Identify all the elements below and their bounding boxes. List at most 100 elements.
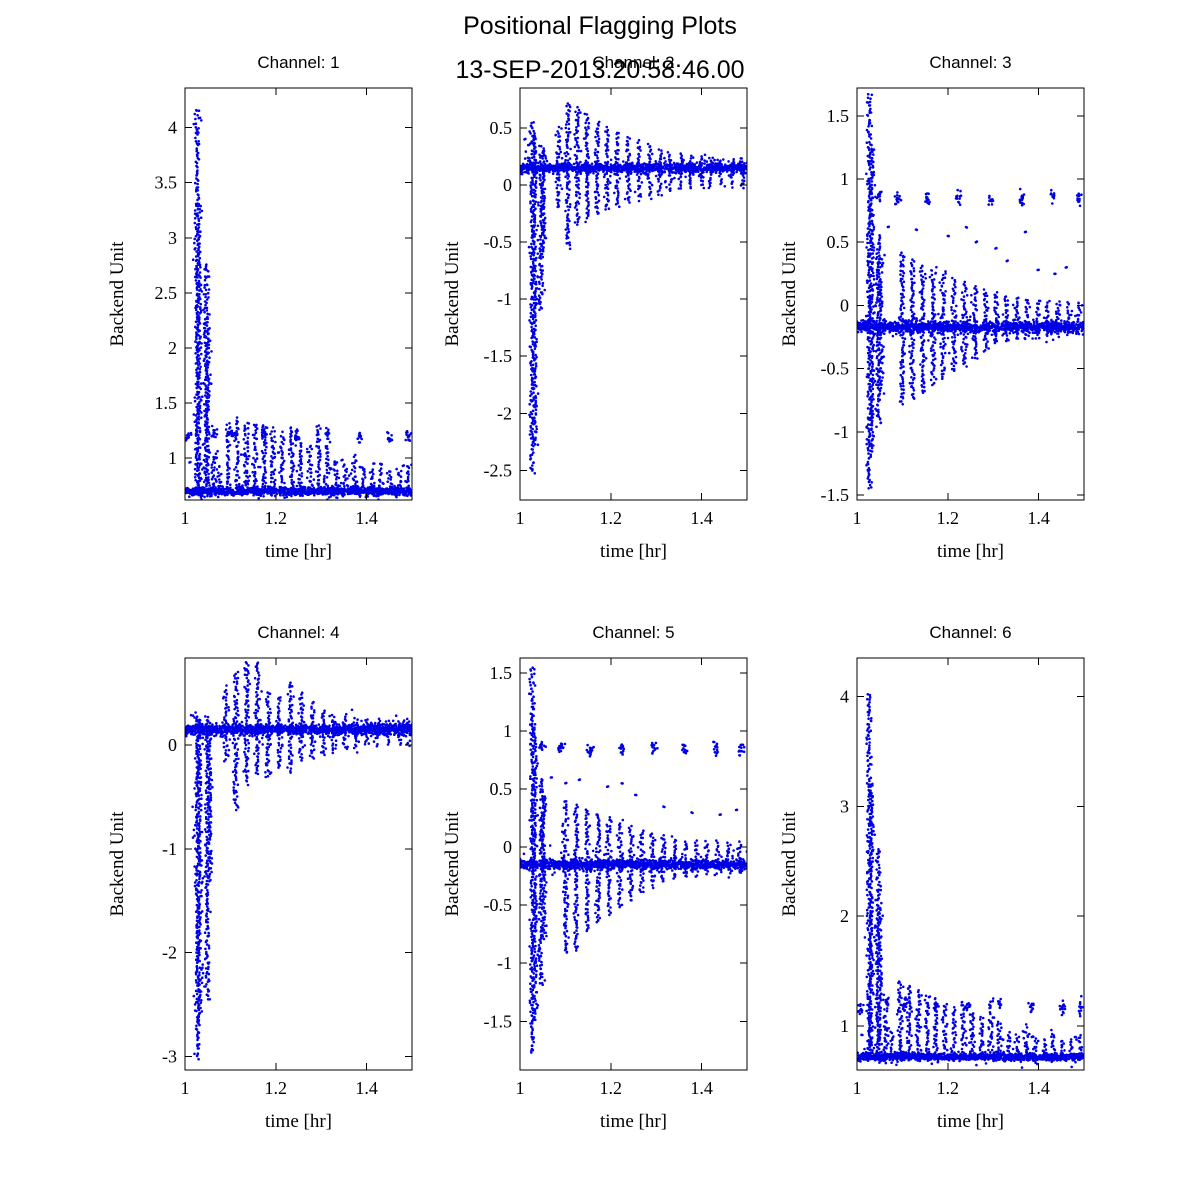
figure-subtitle: 13-SEP-2013.20:58:46.00 <box>455 56 745 84</box>
axis-ticks <box>184 88 412 500</box>
x-tick-label: 1.2 <box>265 508 288 528</box>
channel-title: Channel: 4 <box>257 623 339 642</box>
x-tick-label: 1.2 <box>600 508 623 528</box>
y-tick-label: 1.5 <box>490 663 513 683</box>
x-tick-label: 1.2 <box>600 1078 623 1098</box>
channel-plot-4: 1 1.2 1.4 0 -1 -2 -3 time [hr] Backend Unit Chann… <box>107 623 413 1132</box>
scatter-points <box>520 666 747 1054</box>
x-tick-label: 1.4 <box>355 1078 378 1098</box>
y-tick-label: 3.5 <box>155 173 178 193</box>
y-axis-label: Backend Unit <box>779 811 800 917</box>
x-axis-label: time [hr] <box>600 541 667 562</box>
y-tick-label: 2 <box>168 338 177 358</box>
y-tick-label: 0 <box>168 735 177 755</box>
y-tick-label: -1 <box>834 422 849 442</box>
y-axis-label: Backend Unit <box>107 811 128 917</box>
axis-box <box>184 657 413 1071</box>
axis-box <box>856 87 1085 501</box>
x-tick-label: 1.2 <box>265 1078 288 1098</box>
y-tick-label: -0.5 <box>484 895 513 915</box>
subplot-channel-3: 1 1.2 1.4 1.5 1 0.5 0 -0.5 -1 -1.5 time [hr] Backen… <box>772 43 1102 590</box>
y-tick-label: -3 <box>162 1047 177 1067</box>
axis-box <box>519 657 748 1071</box>
x-tick-label: 1 <box>516 508 525 528</box>
y-tick-label: 0.5 <box>490 779 513 799</box>
axis-box <box>856 657 1085 1071</box>
axis-ticks <box>184 658 412 1070</box>
x-tick-label: 1.4 <box>690 508 713 528</box>
y-tick-label: 0 <box>840 295 849 315</box>
x-tick-label: 1 <box>181 1078 190 1098</box>
x-tick-label: 1 <box>853 1078 862 1098</box>
y-tick-label: -1.5 <box>484 346 513 366</box>
x-axis-label: time [hr] <box>937 541 1004 562</box>
x-axis-label: time [hr] <box>600 1111 667 1132</box>
channel-plot-1: 1 1.2 1.4 4 3.5 3 2.5 2 1.5 1 time [hr] Backend Uni… <box>107 53 413 562</box>
channel-title: Channel: 2 <box>592 53 674 72</box>
x-tick-label: 1.2 <box>937 1078 960 1098</box>
y-tick-label: -0.5 <box>484 232 513 252</box>
y-tick-label: 1 <box>840 169 849 189</box>
y-tick-label: -1.5 <box>821 485 850 505</box>
y-tick-label: -2 <box>162 943 177 963</box>
subplot-channel-6: 1 1.2 1.4 4 3 2 1 time [hr] Backend Unit Channel:… <box>772 613 1102 1160</box>
scatter-points <box>185 108 412 500</box>
y-tick-label: 1.5 <box>827 106 850 126</box>
axis-ticks <box>519 658 747 1070</box>
axis-ticks <box>856 88 1084 500</box>
y-tick-label: 1 <box>503 721 512 741</box>
y-tick-label: 0.5 <box>827 232 850 252</box>
x-axis-label: time [hr] <box>265 1111 332 1132</box>
channel-plot-6: 1 1.2 1.4 4 3 2 1 time [hr] Backend Unit Channel:… <box>779 623 1085 1132</box>
subplot-channel-2: 1 1.2 1.4 0.5 0 -0.5 -1 -1.5 -2 -2.5 time [hr] Back… <box>435 43 765 590</box>
y-tick-label: 2 <box>840 906 849 926</box>
y-tick-label: 1 <box>168 448 177 468</box>
y-tick-label: -2.5 <box>484 460 513 480</box>
x-tick-label: 1.4 <box>690 1078 713 1098</box>
y-axis-label: Backend Unit <box>107 241 128 347</box>
channel-title: Channel: 6 <box>929 623 1011 642</box>
y-tick-label: 3 <box>168 228 177 248</box>
scatter-points <box>185 661 412 1061</box>
y-tick-label: 0 <box>503 837 512 857</box>
y-tick-label: 1.5 <box>155 393 178 413</box>
y-tick-label: -1.5 <box>484 1011 513 1031</box>
figure-title: Positional Flagging Plots <box>463 12 737 40</box>
y-axis-label: Backend Unit <box>442 241 463 347</box>
y-tick-label: 4 <box>840 686 849 706</box>
y-tick-label: 2.5 <box>155 283 178 303</box>
x-tick-label: 1.2 <box>937 508 960 528</box>
axis-ticks <box>856 658 1084 1070</box>
channel-title: Channel: 5 <box>592 623 674 642</box>
channel-title: Channel: 3 <box>929 53 1011 72</box>
x-tick-label: 1.4 <box>1027 508 1050 528</box>
scatter-points <box>520 102 747 475</box>
y-tick-label: 1 <box>840 1016 849 1036</box>
y-axis-label: Backend Unit <box>442 811 463 917</box>
y-tick-label: -1 <box>497 289 512 309</box>
axis-box <box>519 87 748 501</box>
subplot-channel-1: 1 1.2 1.4 4 3.5 3 2.5 2 1.5 1 time [hr] Backend Uni… <box>100 43 430 590</box>
x-axis-label: time [hr] <box>265 541 332 562</box>
x-tick-label: 1 <box>516 1078 525 1098</box>
y-axis-label: Backend Unit <box>779 241 800 347</box>
y-tick-label: 0.5 <box>490 118 513 138</box>
y-tick-label: -0.5 <box>821 359 850 379</box>
scatter-points <box>857 92 1084 490</box>
y-tick-label: -1 <box>162 839 177 859</box>
x-tick-label: 1 <box>181 508 190 528</box>
y-tick-label: -1 <box>497 953 512 973</box>
scatter-points <box>857 693 1084 1069</box>
subplot-channel-4: 1 1.2 1.4 0 -1 -2 -3 time [hr] Backend Unit Chann… <box>100 613 430 1160</box>
x-tick-label: 1.4 <box>1027 1078 1050 1098</box>
y-tick-label: 0 <box>503 175 512 195</box>
channel-title: Channel: 1 <box>257 53 339 72</box>
x-axis-label: time [hr] <box>937 1111 1004 1132</box>
x-tick-label: 1.4 <box>355 508 378 528</box>
axis-box <box>184 87 413 501</box>
channel-plot-5: 1 1.2 1.4 1.5 1 0.5 0 -0.5 -1 -1.5 time [hr] Backen… <box>442 623 748 1132</box>
y-tick-label: 4 <box>168 118 177 138</box>
y-tick-label: 3 <box>840 796 849 816</box>
axis-ticks <box>519 88 747 500</box>
